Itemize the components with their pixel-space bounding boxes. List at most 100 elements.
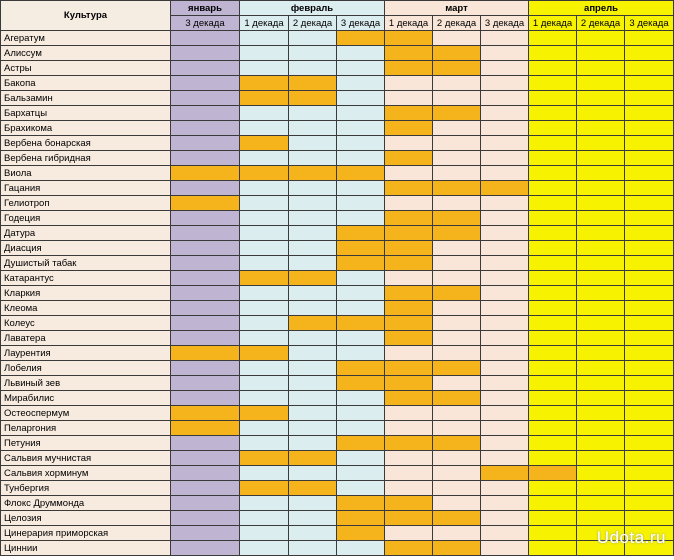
culture-name: Лаватера	[0, 330, 171, 346]
empty-cell	[239, 105, 289, 121]
empty-cell	[239, 120, 289, 136]
empty-cell	[480, 390, 530, 406]
empty-cell	[432, 405, 482, 421]
sowing-period-cell	[480, 465, 530, 481]
empty-cell	[432, 270, 482, 286]
empty-cell	[528, 90, 578, 106]
empty-cell	[624, 180, 674, 196]
sowing-period-cell	[335, 375, 386, 391]
sowing-period-cell	[170, 165, 240, 181]
table-row: Сальвия хорминум	[0, 465, 674, 481]
empty-cell	[624, 150, 674, 166]
sowing-period-cell	[384, 285, 434, 301]
empty-cell	[480, 480, 530, 496]
empty-cell	[480, 375, 530, 391]
empty-cell	[335, 285, 386, 301]
culture-name: Кларкия	[0, 285, 171, 301]
culture-name: Алиссум	[0, 45, 171, 61]
month-header-row: Культура январь февраль март апрель	[0, 0, 674, 31]
empty-cell	[239, 390, 289, 406]
empty-cell	[432, 375, 482, 391]
empty-cell	[480, 90, 530, 106]
month-header-march: март	[384, 0, 530, 16]
table-row: Клеома	[0, 300, 674, 316]
table-row: Душистый табак	[0, 255, 674, 271]
empty-cell	[335, 45, 386, 61]
empty-cell	[528, 105, 578, 121]
culture-name: Годеция	[0, 210, 171, 226]
empty-cell	[170, 210, 240, 226]
empty-cell	[576, 360, 626, 376]
empty-cell	[239, 435, 289, 451]
empty-cell	[528, 285, 578, 301]
empty-cell	[480, 195, 530, 211]
empty-cell	[432, 495, 482, 511]
culture-rows: Агератум Алиссум Астры Бакопа Бальзамин Барха…	[0, 30, 674, 556]
empty-cell	[288, 255, 337, 271]
empty-cell	[480, 435, 530, 451]
empty-cell	[480, 540, 530, 556]
empty-cell	[480, 165, 530, 181]
culture-name: Лобелия	[0, 360, 171, 376]
empty-cell	[288, 30, 337, 46]
empty-cell	[576, 525, 626, 541]
sowing-period-cell	[288, 270, 337, 286]
empty-cell	[576, 90, 626, 106]
sowing-period-cell	[288, 90, 337, 106]
empty-cell	[170, 75, 240, 91]
empty-cell	[239, 300, 289, 316]
decade-header: 1 декада	[239, 15, 289, 31]
sowing-period-cell	[384, 255, 434, 271]
culture-name: Душистый табак	[0, 255, 171, 271]
sowing-period-cell	[335, 360, 386, 376]
empty-cell	[624, 540, 674, 556]
empty-cell	[480, 405, 530, 421]
decade-header: 1 декада	[384, 15, 434, 31]
empty-cell	[576, 420, 626, 436]
empty-cell	[335, 105, 386, 121]
decade-header: 2 декада	[432, 15, 482, 31]
table-row: Диасция	[0, 240, 674, 256]
empty-cell	[170, 360, 240, 376]
empty-cell	[335, 465, 386, 481]
culture-name: Астры	[0, 60, 171, 76]
empty-cell	[528, 270, 578, 286]
empty-cell	[170, 330, 240, 346]
sowing-period-cell	[384, 240, 434, 256]
table-row: Гелиотроп	[0, 195, 674, 211]
empty-cell	[528, 135, 578, 151]
empty-cell	[239, 330, 289, 346]
empty-cell	[170, 540, 240, 556]
empty-cell	[170, 150, 240, 166]
empty-cell	[288, 420, 337, 436]
empty-cell	[288, 45, 337, 61]
sowing-period-cell	[170, 345, 240, 361]
empty-cell	[576, 330, 626, 346]
empty-cell	[624, 465, 674, 481]
empty-cell	[170, 285, 240, 301]
sowing-period-cell	[384, 300, 434, 316]
empty-cell	[576, 405, 626, 421]
sowing-period-cell	[239, 450, 289, 466]
table-row: Виола	[0, 165, 674, 181]
sowing-period-cell	[335, 495, 386, 511]
empty-cell	[624, 135, 674, 151]
empty-cell	[624, 120, 674, 136]
culture-name: Целозия	[0, 510, 171, 526]
empty-cell	[288, 465, 337, 481]
empty-cell	[528, 510, 578, 526]
empty-cell	[480, 225, 530, 241]
empty-cell	[576, 195, 626, 211]
empty-cell	[384, 420, 434, 436]
empty-cell	[170, 480, 240, 496]
decade-header: 2 декада	[288, 15, 337, 31]
decade-header: 3 декада	[335, 15, 386, 31]
sowing-period-cell	[335, 165, 386, 181]
empty-cell	[528, 180, 578, 196]
table-row: Годеция	[0, 210, 674, 226]
empty-cell	[624, 255, 674, 271]
empty-cell	[239, 495, 289, 511]
culture-name: Бакопа	[0, 75, 171, 91]
empty-cell	[624, 105, 674, 121]
empty-cell	[528, 330, 578, 346]
